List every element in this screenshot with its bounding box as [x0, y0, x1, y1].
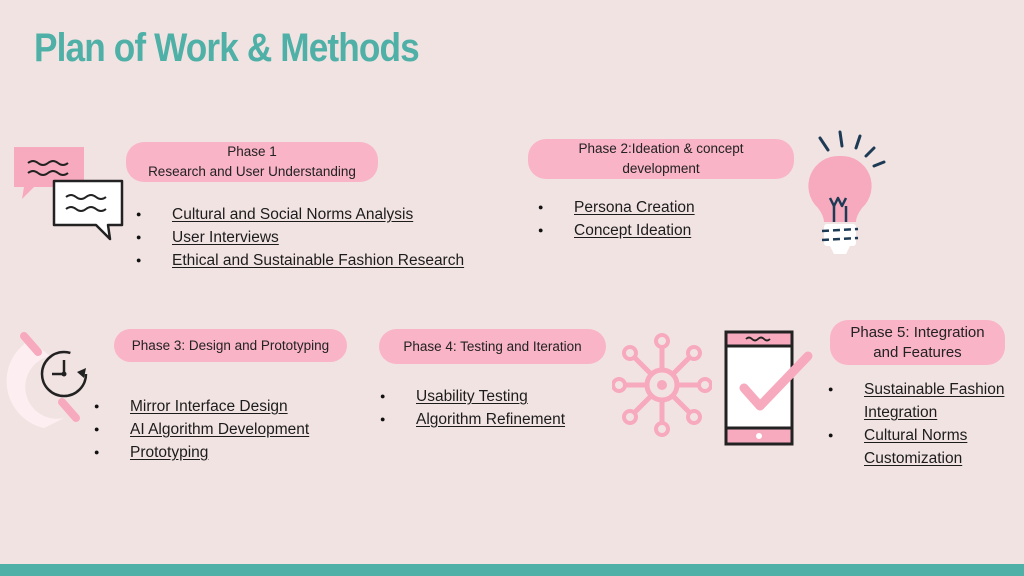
list-item-label[interactable]: Persona Creation [574, 199, 695, 216]
list-item-label[interactable]: Sustainable Fashion [864, 381, 1005, 398]
phase-2-title-line1: Phase 2:Ideation & concept [578, 141, 744, 156]
list-item-label[interactable]: Cultural and Social Norms Analysis [172, 206, 414, 223]
clock-icon [4, 330, 100, 434]
list-item[interactable]: Cultural and Social Norms Analysis [136, 203, 464, 226]
list-item-label[interactable]: Usability Testing [416, 388, 528, 405]
list-item-label[interactable]: Prototyping [130, 444, 209, 461]
list-item[interactable]: Ethical and Sustainable Fashion Research [136, 249, 464, 272]
phase-3-list: Mirror Interface Design AI Algorithm Dev… [94, 395, 309, 464]
phase-5-title-line1: Phase 5: Integration [850, 323, 985, 341]
list-item[interactable]: Usability Testing [380, 385, 565, 408]
list-item-label-cont[interactable]: Integration [864, 404, 938, 421]
phase-3-title: Phase 3: Design and Prototyping [114, 329, 347, 362]
phase-5-list: Sustainable Fashion Integration Cultural … [828, 378, 1004, 470]
page-title: Plan of Work & Methods [34, 26, 420, 70]
list-item[interactable]: User Interviews [136, 226, 464, 249]
phone-check-icon [722, 330, 818, 448]
list-item-label-cont[interactable]: Customization [864, 450, 963, 467]
phase-3-title-label: Phase 3: Design and Prototyping [131, 337, 330, 353]
list-item-label[interactable]: Cultural Norms [864, 427, 968, 444]
list-item[interactable]: Cultural Norms Customization [828, 424, 1004, 470]
phase-1-title: Phase 1 Research and User Understanding [126, 142, 378, 182]
phase-2-title: Phase 2:Ideation & concept development [528, 139, 794, 179]
list-item[interactable]: Algorithm Refinement [380, 408, 565, 431]
list-item[interactable]: Sustainable Fashion Integration [828, 378, 1004, 424]
list-item-label[interactable]: Algorithm Refinement [416, 411, 566, 428]
phase-4-list: Usability Testing Algorithm Refinement [380, 385, 565, 431]
list-item-label[interactable]: Mirror Interface Design [130, 398, 288, 415]
phase-5-title-line2: and Features [873, 343, 962, 361]
chat-bubbles-icon [12, 145, 128, 241]
list-item[interactable]: Concept Ideation [538, 219, 695, 242]
lightbulb-icon [800, 128, 892, 262]
list-item[interactable]: Mirror Interface Design [94, 395, 309, 418]
phase-5-title: Phase 5: Integration and Features [830, 320, 1005, 365]
phase-2-list: Persona Creation Concept Ideation [538, 196, 695, 242]
phase-1-list: Cultural and Social Norms Analysis User … [136, 203, 464, 272]
list-item-label[interactable]: Ethical and Sustainable Fashion Research [172, 252, 465, 269]
list-item-label[interactable]: User Interviews [172, 229, 279, 246]
list-item-label[interactable]: Concept Ideation [574, 222, 692, 239]
list-item[interactable]: Persona Creation [538, 196, 695, 219]
phase-4-title: Phase 4: Testing and Iteration [379, 329, 606, 364]
list-item-label[interactable]: AI Algorithm Development [130, 421, 310, 438]
network-icon [612, 332, 712, 438]
phase-1-title-line2: Research and User Understanding [148, 164, 356, 179]
phase-4-title-label: Phase 4: Testing and Iteration [403, 338, 582, 354]
list-item[interactable]: Prototyping [94, 441, 309, 464]
phase-2-title-line2: development [622, 161, 700, 176]
list-item[interactable]: AI Algorithm Development [94, 418, 309, 441]
phase-1-title-line1: Phase 1 [227, 144, 277, 159]
bottom-accent-bar [0, 564, 1024, 576]
